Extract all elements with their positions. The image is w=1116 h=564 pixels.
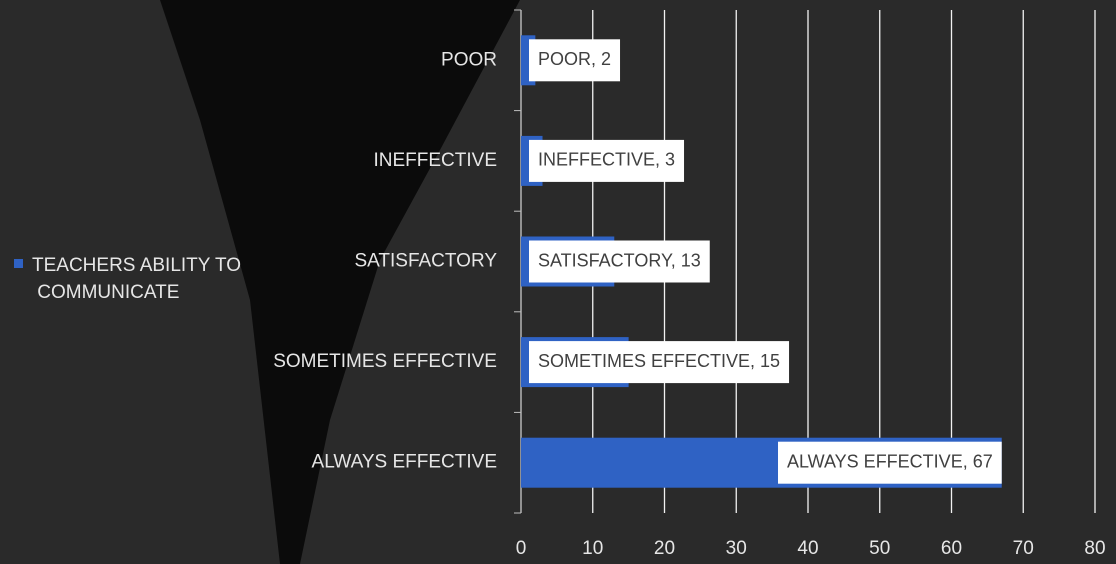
data-label: INEFFECTIVE, 3 [538,150,675,170]
x-tick-label: 70 [1013,538,1034,559]
data-label-box [529,39,621,82]
data-label-box [529,341,790,384]
x-tick-label: 0 [516,538,527,559]
data-label-box [778,441,1002,484]
x-tick-label: 30 [726,538,747,559]
x-tick-label: 40 [797,538,818,559]
data-label: SOMETIMES EFFECTIVE, 15 [538,351,780,371]
y-tick-label: ALWAYS EFFECTIVE [312,452,497,473]
y-tick-label: POOR [441,49,497,70]
x-tick-label: 50 [869,538,890,559]
data-label: POOR, 2 [538,49,611,69]
legend-label: TEACHERS ABILITY TO COMMUNICATE [32,255,241,303]
x-tick-label: 60 [941,538,962,559]
y-tick-label: SOMETIMES EFFECTIVE [273,351,497,372]
background-shape [160,0,520,564]
x-tick-label: 20 [654,538,675,559]
x-tick-label: 80 [1084,538,1105,559]
data-label-box [529,240,710,283]
y-tick-label: INEFFECTIVE [373,150,497,171]
legend-swatch [14,259,23,268]
data-label: ALWAYS EFFECTIVE, 67 [787,451,993,471]
x-tick-label: 10 [582,538,603,559]
y-tick-label: SATISFACTORY [354,251,497,272]
data-label-box [529,139,685,182]
data-label: SATISFACTORY, 13 [538,250,701,270]
